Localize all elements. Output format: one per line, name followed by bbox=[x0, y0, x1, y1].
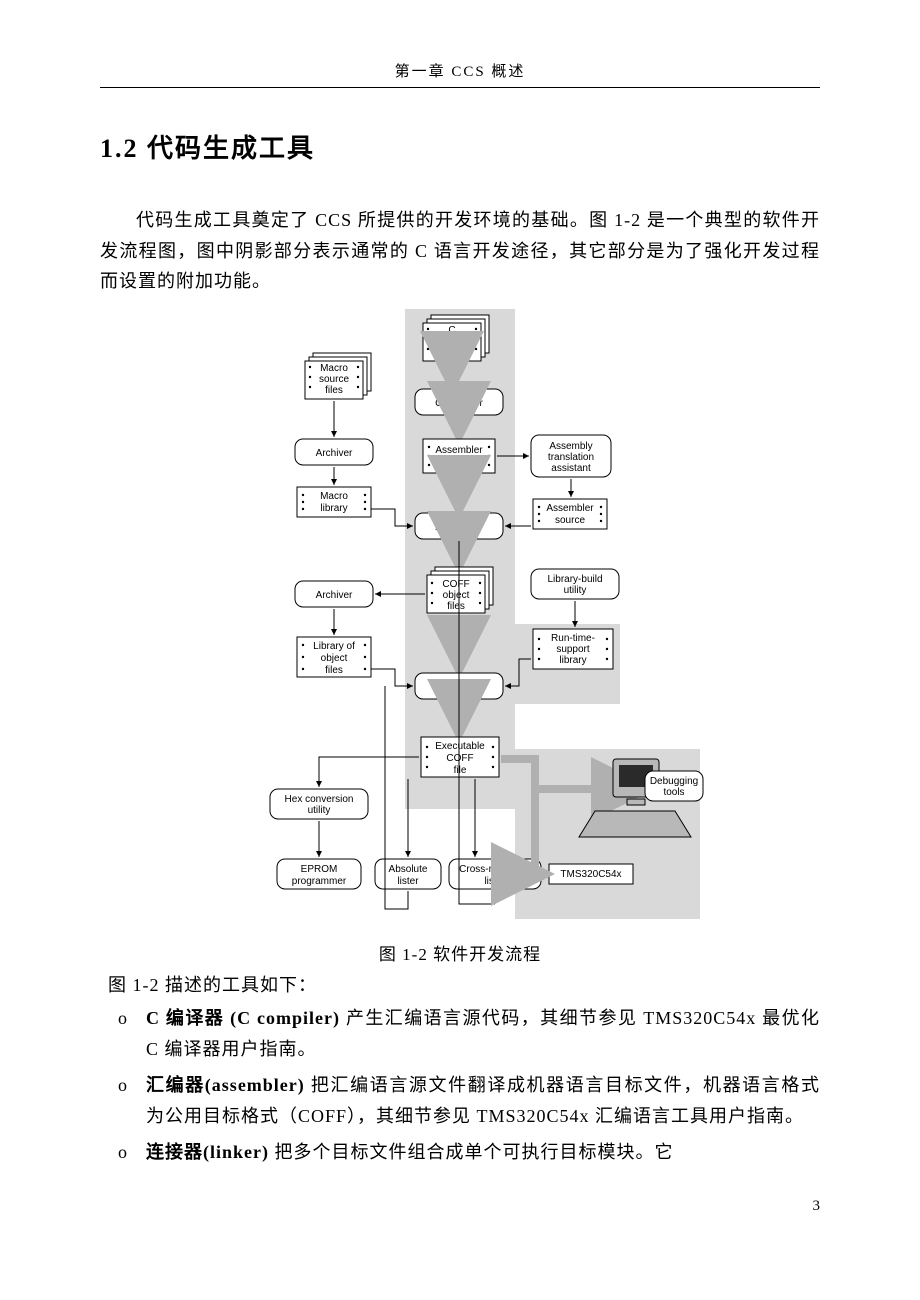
svg-text:tools: tools bbox=[663, 787, 684, 798]
node-tms: TMS320C54x bbox=[549, 864, 633, 884]
svg-text:Library-build: Library-build bbox=[547, 574, 602, 585]
tool-item: C 编译器 (C compiler) 产生汇编语言源代码，其细节参见 TMS32… bbox=[118, 1003, 820, 1066]
svg-text:files: files bbox=[443, 347, 461, 358]
svg-text:Assembler: Assembler bbox=[435, 445, 483, 456]
svg-text:COFF: COFF bbox=[446, 753, 473, 764]
node-rt-support: Run-time- support library bbox=[533, 629, 613, 669]
node-macro-source: Macro source files bbox=[305, 353, 371, 399]
node-exec-coff: Executable COFF file bbox=[421, 737, 499, 777]
svg-text:Assembler: Assembler bbox=[546, 503, 594, 514]
svg-text:Macro: Macro bbox=[320, 363, 348, 374]
figure-caption: 图 1-2 软件开发流程 bbox=[100, 940, 820, 965]
svg-text:lister: lister bbox=[397, 876, 419, 887]
svg-text:file: file bbox=[454, 765, 467, 776]
node-asm-trans: Assembly translation assistant bbox=[531, 435, 611, 477]
intro-paragraph: 代码生成工具奠定了 CCS 所提供的开发环境的基础。图 1-2 是一个典型的软件… bbox=[100, 205, 820, 297]
svg-text:Assembly: Assembly bbox=[549, 441, 592, 452]
node-debug: Debugging tools bbox=[645, 771, 703, 801]
svg-text:Debugging: Debugging bbox=[650, 776, 698, 787]
svg-text:library: library bbox=[559, 655, 586, 666]
node-c-source: C source files bbox=[423, 315, 489, 361]
svg-text:source: source bbox=[555, 515, 585, 526]
page-number: 3 bbox=[100, 1198, 820, 1215]
node-archiver-2: Archiver bbox=[295, 581, 373, 607]
svg-text:Executable: Executable bbox=[435, 741, 485, 752]
svg-text:utility: utility bbox=[308, 805, 331, 816]
svg-text:lister: lister bbox=[484, 876, 506, 887]
svg-text:EPROM: EPROM bbox=[301, 864, 338, 875]
desc-line: 图 1-2 描述的工具如下： bbox=[108, 971, 820, 997]
svg-text:source: source bbox=[319, 374, 349, 385]
node-coff-obj: COFF object files bbox=[427, 567, 493, 613]
tool-title: C 编译器 (C compiler) bbox=[146, 1008, 340, 1028]
node-archiver-1: Archiver bbox=[295, 439, 373, 465]
svg-text:translation: translation bbox=[548, 452, 594, 463]
tool-item: 汇编器(assembler) 把汇编语言源文件翻译成机器语言目标文件，机器语言格… bbox=[118, 1070, 820, 1133]
node-macro-library: Macro library bbox=[297, 487, 371, 517]
tool-list: C 编译器 (C compiler) 产生汇编语言源代码，其细节参见 TMS32… bbox=[100, 1003, 820, 1169]
node-lib-build: Library-build utility bbox=[531, 569, 619, 599]
svg-text:Run-time-: Run-time- bbox=[551, 633, 595, 644]
flowchart-diagram: C source files C compiler Assembler sour… bbox=[215, 309, 705, 934]
section-title: 1.2 代码生成工具 bbox=[100, 128, 820, 165]
svg-text:C: C bbox=[448, 325, 455, 336]
svg-text:library: library bbox=[320, 503, 347, 514]
node-assembler: Assembler bbox=[415, 513, 503, 539]
svg-text:files: files bbox=[447, 601, 465, 612]
svg-text:Library of: Library of bbox=[313, 641, 355, 652]
svg-text:files: files bbox=[325, 665, 343, 676]
svg-text:Macro: Macro bbox=[320, 491, 348, 502]
tool-item: 连接器(linker) 把多个目标文件组合成单个可执行目标模块。它 bbox=[118, 1137, 820, 1169]
tool-title: 连接器(linker) bbox=[146, 1142, 269, 1162]
node-lib-obj: Library of object files bbox=[297, 637, 371, 677]
node-hex-conv: Hex conversion utility bbox=[270, 789, 368, 819]
tool-title: 汇编器(assembler) bbox=[146, 1075, 305, 1095]
node-c-compiler: C compiler bbox=[415, 389, 503, 415]
svg-text:object: object bbox=[443, 590, 470, 601]
tool-body: 把多个目标文件组合成单个可执行目标模块。它 bbox=[269, 1142, 674, 1162]
svg-text:Archiver: Archiver bbox=[316, 448, 353, 459]
page-header: 第一章 CCS 概述 bbox=[100, 60, 820, 88]
svg-text:Hex conversion: Hex conversion bbox=[285, 794, 354, 805]
node-asm-source: Assembler source bbox=[423, 439, 495, 473]
svg-text:files: files bbox=[325, 385, 343, 396]
svg-text:utility: utility bbox=[564, 585, 587, 596]
svg-text:Cross-reference: Cross-reference bbox=[459, 864, 531, 875]
svg-text:COFF: COFF bbox=[442, 579, 469, 590]
svg-text:Absolute: Absolute bbox=[389, 864, 428, 875]
node-asm-source-2: Assembler source bbox=[533, 499, 607, 529]
svg-text:support: support bbox=[556, 644, 590, 655]
node-eprom: EPROM programmer bbox=[277, 859, 361, 889]
svg-text:source: source bbox=[444, 457, 474, 468]
svg-text:assistant: assistant bbox=[551, 463, 591, 474]
svg-text:object: object bbox=[321, 653, 348, 664]
svg-text:Archiver: Archiver bbox=[316, 590, 353, 601]
svg-text:source: source bbox=[437, 336, 467, 347]
svg-text:C compiler: C compiler bbox=[435, 398, 483, 409]
svg-text:TMS320C54x: TMS320C54x bbox=[560, 869, 621, 880]
svg-text:Assembler: Assembler bbox=[435, 522, 483, 533]
node-xref-lister: Cross-reference lister bbox=[449, 859, 541, 889]
svg-text:programmer: programmer bbox=[292, 876, 347, 887]
